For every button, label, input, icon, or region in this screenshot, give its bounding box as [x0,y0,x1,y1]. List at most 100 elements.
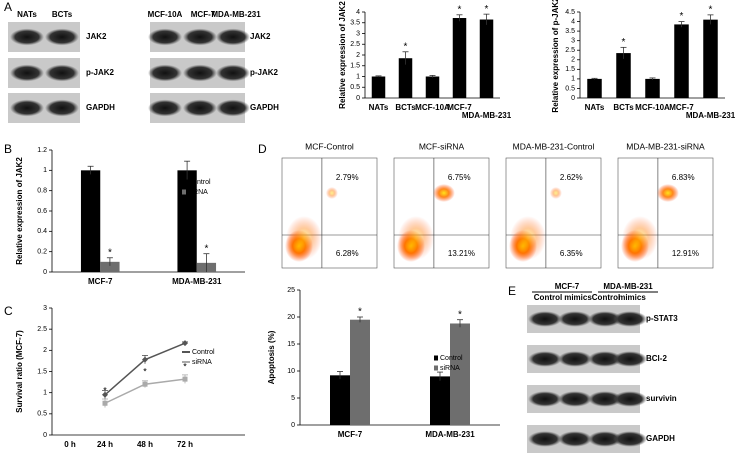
blot-band [588,311,622,327]
blot-band [558,391,592,407]
x-tick-label: 72 h [177,440,193,449]
panel-label: B [4,142,12,156]
protein-label: JAK2 [86,32,107,41]
x-tick-label: 48 h [137,440,153,449]
significance: * [709,5,713,16]
lane-label: Control [534,293,562,302]
x-tick-label: 0 h [64,440,76,449]
bar [645,78,660,98]
blot-band [216,64,250,82]
blot-band [558,351,592,367]
bar [674,24,689,98]
y-axis-label: Survival ratio (MCF-7) [15,330,24,413]
y-tick-label: 4.5 [565,9,575,16]
lane-label: BCTs [52,10,73,19]
y-tick-label: 15 [287,341,295,348]
blot-band [183,64,217,82]
blot-band [45,64,79,82]
y-tick-label: 0 [356,95,360,102]
bar [450,323,470,425]
legend-label: siRNA [440,365,460,372]
legend-label: Control [188,179,211,186]
panel-label: C [4,304,13,318]
significance: * [143,367,147,377]
x-tick-label: BCTs [395,103,416,112]
bar [371,76,386,98]
percent: 12.91% [672,249,699,258]
cell-cloud [432,184,455,202]
cell-cloud [286,216,322,260]
group-label: MCF-7 [555,282,580,291]
blot-band [216,28,250,46]
bar [177,170,197,272]
bar [430,376,450,425]
flow-title: MDA-MB-231-siRNA [626,141,705,151]
cell-cloud [325,187,338,199]
bar [330,375,350,425]
y-tick-label: 0.8 [37,188,47,195]
x-tick-label: MCF-10A [415,103,450,112]
bar [398,58,413,98]
y-tick-label: 3 [356,30,360,37]
y-tick-label: 1.5 [350,63,360,70]
blot-band [148,28,182,46]
y-tick-label: 25 [287,287,295,294]
y-tick-label: 1.5 [565,66,575,73]
cell-cloud [549,187,562,199]
legend-swatch [182,189,186,195]
y-tick-label: 0 [291,422,295,429]
x-tick-label: MCF-7 [447,103,472,112]
y-tick-label: 2.5 [350,41,360,48]
legend-label: siRNA [192,359,212,366]
significance: * [204,243,208,254]
point [182,376,188,382]
significance: * [108,247,112,258]
x-tick-label: MDA-MB-231 [425,430,475,439]
y-tick-label: 0.5 [350,84,360,91]
bar [479,19,494,98]
y-tick-label: 4 [356,9,360,16]
significance: * [622,37,626,48]
blot-band [528,351,562,367]
significance: * [458,4,462,15]
bar [350,319,370,425]
percent: 2.79% [336,173,359,182]
blot-band [588,431,622,447]
y-tick-label: 0.5 [565,85,575,92]
panel-label: D [258,142,267,156]
y-tick-label: 3 [571,38,575,45]
bar [703,19,718,99]
y-tick-label: 1.2 [37,147,47,154]
lane-label: mimics [564,293,592,302]
legend-swatch [182,179,186,185]
protein-label: p-JAK2 [250,68,279,77]
protein-label: p-STAT3 [646,314,678,323]
y-tick-label: 0 [571,95,575,102]
blot-band [613,311,647,327]
bar [80,170,101,272]
bar [452,18,467,98]
blot-band [588,391,622,407]
blot-band [148,99,182,117]
y-tick-label: 20 [287,314,295,321]
flow-title: MCF-Control [305,141,354,151]
y-tick-label: 2 [571,57,575,64]
y-tick-label: 5 [291,395,295,402]
blot-band [558,311,592,327]
x-tick-label: 24 h [97,440,113,449]
legend-swatch [434,355,438,361]
significance: * [183,361,187,371]
protein-label: p-JAK2 [86,68,115,77]
significance: * [458,309,462,320]
y-tick-label: 1 [43,167,47,174]
blot-band [613,431,647,447]
y-axis-label: Relative expression of p-JAK2 [551,0,560,113]
lane-label: NATs [17,10,37,19]
x-tick-label: MCF-7 [669,103,694,112]
cell-cloud [656,184,679,202]
legend-label: siRNA [188,189,208,196]
flow-title: MCF-siRNA [419,141,465,151]
lane-label: MDA-MB-231 [211,10,261,19]
y-tick-label: 1 [571,76,575,83]
